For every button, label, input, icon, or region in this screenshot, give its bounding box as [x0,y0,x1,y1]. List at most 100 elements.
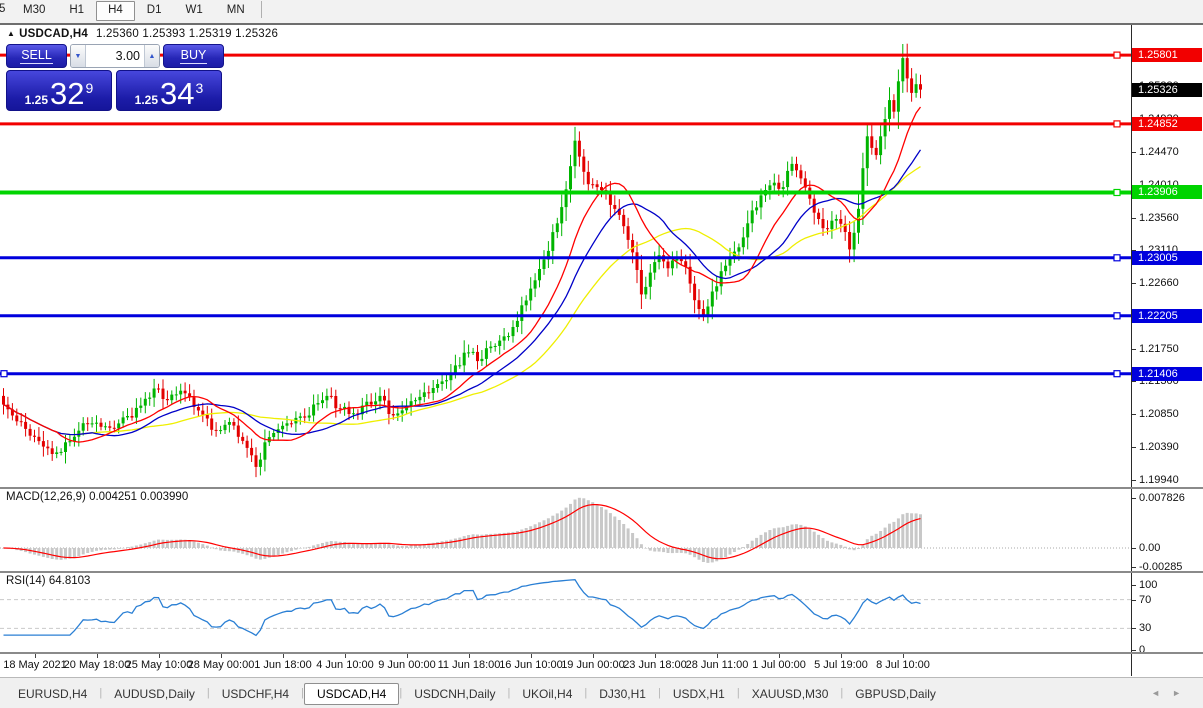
chart-tab-xauusd-m30[interactable]: XAUUSD,M30 [751,686,829,701]
time-tick-label: 18 May 2021 [3,659,67,671]
timeframe-button-h4[interactable]: H4 [96,1,135,21]
macd-label: MACD(12,26,9) 0.004251 0.003990 [6,491,189,503]
rsi-axis-label: 0 [1132,643,1203,657]
volume-decrease-icon[interactable]: ▼ [70,45,86,67]
buy-button[interactable]: BUY [163,44,224,68]
rsi-indicator-canvas[interactable] [0,573,1131,652]
tab-separator: | [507,687,511,699]
chart-tab-usdcnh-daily[interactable]: USDCNH,Daily [414,686,496,701]
level-price-chip: 1.22205 [1132,309,1202,323]
tab-separator: | [736,687,740,699]
time-tick-label: 28 Jun 11:00 [685,659,749,671]
time-tick [903,654,904,658]
time-tick [469,654,470,658]
time-tick-label: 11 Jun 18:00 [437,659,501,671]
tab-scroll-arrows: ◄► [1151,688,1193,698]
level-price-chip: 1.21406 [1132,367,1202,381]
timeframe-button-partial[interactable]: M15 [0,3,6,15]
chart-tab-eurusd-h4[interactable]: EURUSD,H4 [18,686,88,701]
macd-axis-label: 0.007826 [1132,491,1203,505]
pane-separator[interactable] [0,571,1203,573]
rsi-axis-label: 100 [1132,578,1203,592]
buy-quote[interactable]: 1.25 34 3 [116,70,222,111]
tab-scroll-left-icon[interactable]: ◄ [1151,688,1173,698]
time-tick-label: 28 May 00:00 [187,659,255,671]
time-tick-label: 8 Jul 10:00 [876,659,930,671]
timeframe-toolbar: M15 M30 H1 H4 D1 W1 MN [0,0,1203,25]
timeframe-button-h1[interactable]: H1 [69,4,85,16]
chart-tab-bar: EURUSD,H4 | AUDUSD,Daily | USDCHF,H4 | USDCAD,… [0,677,1203,708]
price-tick-label: 1.21750 [1132,342,1203,356]
chart-ohlc-values: 1.25360 1.25393 1.25319 1.25326 [96,28,279,40]
chart-title: ▲ USDCAD,H4 1.25360 1.25393 1.25319 1.2532… [7,28,278,40]
rsi-axis-label: 70 [1132,593,1203,607]
volume-input[interactable] [85,45,144,67]
price-tick-label: 1.19940 [1132,473,1203,487]
tab-separator: | [301,687,304,699]
tab-separator: | [584,687,588,699]
time-tick [35,654,36,658]
chart-tabs: EURUSD,H4 | AUDUSD,Daily | USDCHF,H4 | USDCAD,… [6,682,948,705]
volume-increase-icon[interactable]: ▲ [143,45,159,67]
tab-scroll-right-icon[interactable]: ► [1172,688,1193,698]
chart-tab-usdcad-h4[interactable]: USDCAD,H4 [303,682,400,705]
chart-plot-area[interactable]: 18 May 2021 20 May 18:00 25 May 10:00 28 Ma… [0,25,1131,676]
time-tick [841,654,842,658]
rsi-axis-label: 30 [1132,621,1203,635]
expand-triangle-icon[interactable]: ▲ [7,29,16,38]
current-price-chip: 1.25326 [1132,83,1202,97]
time-tick [531,654,532,658]
time-axis[interactable]: 18 May 2021 20 May 18:00 25 May 10:00 28 Ma… [0,654,1131,676]
time-tick-label: 1 Jul 00:00 [752,659,806,671]
sell-button[interactable]: SELL [6,44,67,68]
timeframe-button-mn[interactable]: MN [226,4,245,16]
time-tick-label: 1 Jun 18:00 [254,659,312,671]
volume-stepper: ▼ ▲ [69,44,160,68]
macd-indicator-canvas[interactable] [0,489,1131,571]
sell-quote[interactable]: 1.25 32 9 [6,70,112,111]
time-tick-label: 16 Jun 10:00 [499,659,563,671]
time-tick-label: 20 May 18:00 [63,659,131,671]
chart-tab-audusd-daily[interactable]: AUDUSD,Daily [114,686,195,701]
tab-separator: | [657,687,661,699]
time-tick [97,654,98,658]
time-tick-label: 4 Jun 10:00 [316,659,374,671]
chart-tab-usdchf-h4[interactable]: USDCHF,H4 [221,686,290,701]
chart-tab-ukoil-h4[interactable]: UKOil,H4 [522,686,573,701]
one-click-trading-panel: SELL ▼ ▲ BUY 1.25 32 9 1.25 34 [6,44,224,111]
time-tick [655,654,656,658]
level-price-chip: 1.23906 [1132,185,1202,199]
price-tick-label: 1.20390 [1132,440,1203,454]
time-tick [779,654,780,658]
pane-separator[interactable] [0,487,1203,489]
price-axis[interactable]: 1.258301.253801.249201.244701.240101.235… [1131,25,1203,676]
timeframe-button-m30[interactable]: M30 [23,4,46,16]
timeframe-button-w1[interactable]: W1 [185,4,203,16]
level-price-chip: 1.24852 [1132,117,1202,131]
time-tick-label: 19 Jun 00:00 [561,659,625,671]
chart-tab-dj30-h1[interactable]: DJ30,H1 [599,686,646,701]
chart-tab-gbpusd-daily[interactable]: GBPUSD,Daily [855,686,936,701]
chart-tab-usdx-h1[interactable]: USDX,H1 [672,686,725,701]
tab-separator: | [399,687,403,699]
macd-axis-label: 0.00 [1132,541,1203,555]
pane-separator[interactable] [0,652,1203,654]
timeframe-buttons: M30 H1 H4 D1 W1 MN [11,0,257,21]
price-tick-label: 1.22660 [1132,276,1203,290]
time-tick [593,654,594,658]
toolbar-separator [260,1,262,18]
chart-symbol: USDCAD,H4 [19,28,89,40]
rsi-label: RSI(14) 64.8103 [6,575,91,587]
time-tick [159,654,160,658]
macd-axis-label: -0.00285 [1132,560,1203,574]
time-tick [283,654,284,658]
timeframe-button-d1[interactable]: D1 [146,4,162,16]
time-tick-label: 25 May 10:00 [125,659,193,671]
level-price-chip: 1.25801 [1132,48,1202,62]
time-tick-label: 9 Jun 00:00 [378,659,436,671]
tab-separator: | [840,687,844,699]
price-tick-label: 1.23560 [1132,211,1203,225]
time-tick-label: 5 Jul 19:00 [814,659,868,671]
time-tick [221,654,222,658]
